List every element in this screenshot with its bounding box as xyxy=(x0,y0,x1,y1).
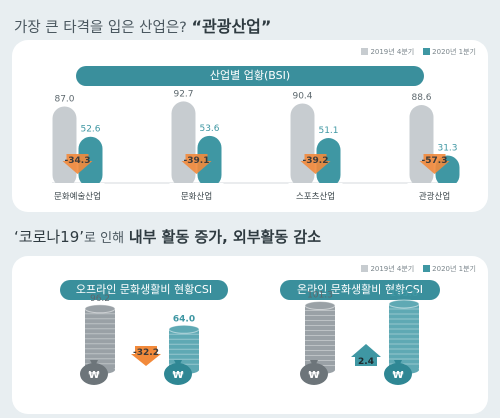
online-csi-title: 온라인 문화생활비 현황CSI xyxy=(280,280,440,300)
bar-prev-1 xyxy=(171,101,196,187)
category-label-1: 문화산업 xyxy=(181,191,212,202)
change-label-0: -34.3 xyxy=(65,156,91,166)
legend-curr-label: 2020년 1분기 xyxy=(432,48,476,56)
coin-curr-1-body xyxy=(169,329,199,370)
coin-prev-2-body xyxy=(305,305,335,370)
bar-prev-label-2: 90.4 xyxy=(292,91,312,101)
legend-curr-swatch xyxy=(423,48,431,55)
money-bag-curr-2-won-symbol: ₩ xyxy=(392,370,403,381)
money-bag-prev-2-neck xyxy=(310,360,318,364)
headline-activity-bold: 내부 활동 증가, 외부활동 감소 xyxy=(128,228,322,246)
csi-legend: 2019년 4분기 2020년 1분기 xyxy=(361,264,476,274)
change-arrow-csi-2 xyxy=(351,344,381,366)
coin-curr-2-body xyxy=(389,303,419,370)
legend2-prev-label: 2019년 4분기 xyxy=(370,265,415,273)
bar-curr-label-0: 52.6 xyxy=(80,125,100,135)
legend2-curr-swatch xyxy=(423,265,431,272)
money-bag-curr-1-body xyxy=(164,363,192,385)
csi-panel: 2019년 4분기 2020년 1분기 오프라인 문화생활비 현황CSI 온라인… xyxy=(12,256,488,414)
change-arrow-1 xyxy=(181,154,212,174)
money-bag-prev-1-neck xyxy=(90,360,98,364)
headline-activity-mid: 로 인해 xyxy=(84,231,125,246)
bsi-chart: 87.0 52.6 -34.3 문화예술산업 92.7 53.6 -39.1 문화산업 90.4… xyxy=(50,89,462,202)
coin-prev-1-cap xyxy=(84,304,116,314)
legend-prev-swatch xyxy=(361,48,369,55)
bar-curr-label-2: 51.1 xyxy=(318,126,338,136)
bar-base-mask-2 xyxy=(288,183,343,189)
coin-prev-2-cap xyxy=(304,301,336,311)
change-label-3: -57.3 xyxy=(422,156,448,166)
money-bag-prev-1-won-symbol: ₩ xyxy=(88,370,99,381)
bsi-legend: 2019년 4분기 2020년 1분기 xyxy=(361,47,476,57)
change-label-1: -39.1 xyxy=(184,156,210,166)
bar-base-mask-0 xyxy=(50,183,105,189)
change-arrow-csi-1 xyxy=(131,346,161,366)
money-bag-curr-1-neck xyxy=(174,360,182,364)
headline-activity: ‘코로나19’로 인해 내부 활동 증가, 외부활동 감소 xyxy=(14,226,321,247)
headline-activity-quote: ‘코로나19’ xyxy=(14,228,85,246)
change-arrow-0 xyxy=(62,154,93,174)
money-bag-curr-2-body xyxy=(384,363,412,385)
bar-base-mask-3 xyxy=(407,183,462,189)
bar-prev-2 xyxy=(290,103,315,187)
money-bag-prev-1-body xyxy=(80,363,108,385)
change-label-csi-1: -32.2 xyxy=(133,348,159,358)
csi-chart: 96.2 64.0 ₩ ₩ -32.2 101.3 103.8 ₩ ₩2.4 xyxy=(80,289,420,385)
coin-curr-1-cap xyxy=(168,324,200,334)
money-bag-curr-2-neck xyxy=(394,360,402,364)
headline-industry-emphasis: “관광산업” xyxy=(191,17,272,36)
bar-prev-label-1: 92.7 xyxy=(173,89,193,99)
change-label-2: -39.2 xyxy=(303,156,329,166)
change-arrow-3 xyxy=(419,154,450,174)
bsi-panel: 2019년 4분기 2020년 1분기 산업별 업황(BSI) 87.0 52.6… xyxy=(12,40,488,212)
bar-prev-3 xyxy=(409,105,434,187)
legend-prev-label: 2019년 4분기 xyxy=(370,48,415,56)
money-bag-prev-2-body xyxy=(300,363,328,385)
bar-prev-label-3: 88.6 xyxy=(411,93,431,103)
bar-base-mask-1 xyxy=(169,183,224,189)
category-label-0: 문화예술산업 xyxy=(54,191,101,202)
bar-prev-label-0: 87.0 xyxy=(54,94,74,104)
coin-curr-label-2: 103.8 xyxy=(390,289,418,299)
coin-prev-label-2: 101.3 xyxy=(307,291,333,301)
money-bag-curr-1-won-symbol: ₩ xyxy=(172,370,183,381)
bsi-title: 산업별 업황(BSI) xyxy=(76,66,424,86)
legend2-curr-label: 2020년 1분기 xyxy=(432,265,476,273)
coin-prev-1-body xyxy=(85,308,115,370)
change-label-csi-2: 2.4 xyxy=(358,357,374,367)
category-label-3: 관광산업 xyxy=(419,191,450,202)
bar-curr-label-3: 31.3 xyxy=(437,143,457,153)
money-bag-prev-2-won-symbol: ₩ xyxy=(308,370,319,381)
coin-curr-label-1: 64.0 xyxy=(173,314,195,324)
bar-prev-0 xyxy=(52,106,77,187)
legend2-prev-swatch xyxy=(361,265,369,272)
headline-industry: 가장 큰 타격을 입은 산업은? “관광산업” xyxy=(14,13,271,37)
category-label-2: 스포츠산업 xyxy=(296,191,335,202)
coin-prev-label-1: 96.2 xyxy=(90,294,110,304)
headline-industry-lead: 가장 큰 타격을 입은 산업은? xyxy=(14,20,187,36)
change-arrow-2 xyxy=(300,154,331,174)
coin-curr-2-cap xyxy=(388,299,420,309)
offline-csi-title: 오프라인 문화생활비 현황CSI xyxy=(60,280,228,300)
bar-curr-label-1: 53.6 xyxy=(199,124,219,134)
